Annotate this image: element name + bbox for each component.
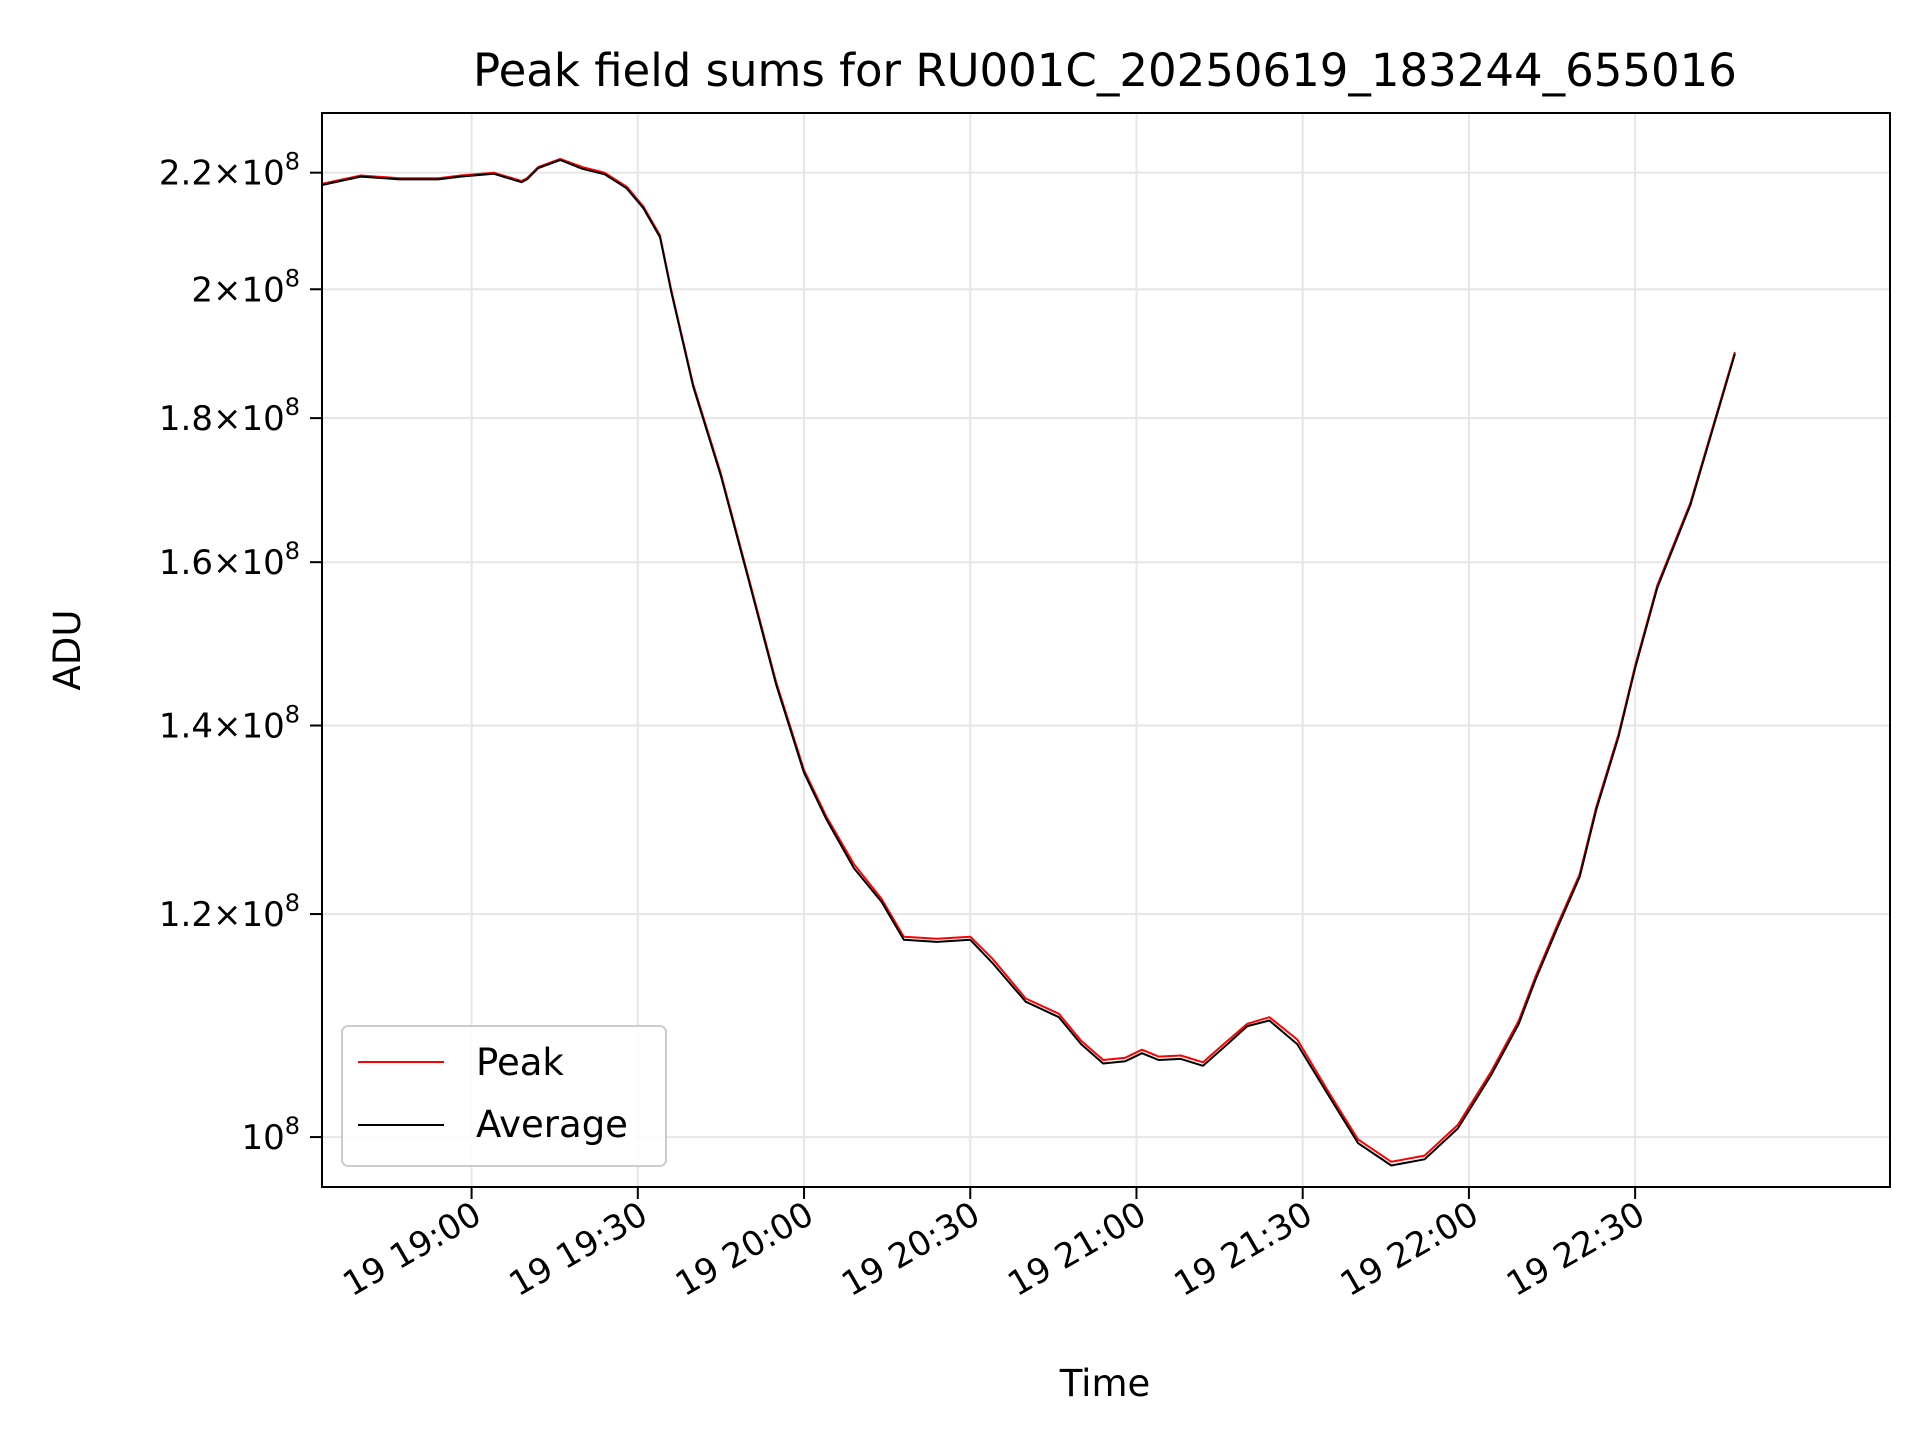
- series-layer: [321, 157, 1736, 1167]
- y-tick-label: 1.6×108: [159, 537, 300, 583]
- legend: Peak Average: [341, 1025, 667, 1167]
- legend-label-peak: Peak: [476, 1041, 564, 1084]
- x-axis-label: Time: [1059, 1362, 1151, 1405]
- plot-frame: [321, 112, 1891, 1188]
- y-tick-label: 1.8×108: [159, 393, 300, 439]
- y-tick-label: 1.4×108: [159, 701, 300, 747]
- y-tick-label: 2×108: [191, 264, 300, 310]
- y-tick-label: 108: [241, 1112, 300, 1158]
- y-tick-label: 1.2×108: [159, 889, 300, 935]
- y-tick-label: 2.2×108: [159, 148, 300, 194]
- series-line-average: [321, 159, 1736, 1167]
- legend-label-average: Average: [476, 1103, 628, 1146]
- chart-title: Peak field sums for RU001C_20250619_1832…: [473, 44, 1737, 97]
- y-axis: 108 1.2×108 1.4×108 1.6×108 1.8×108 2×108 2.2×…: [159, 148, 322, 1158]
- series-line-peak: [321, 157, 1736, 1163]
- y-axis-label: ADU: [46, 610, 89, 691]
